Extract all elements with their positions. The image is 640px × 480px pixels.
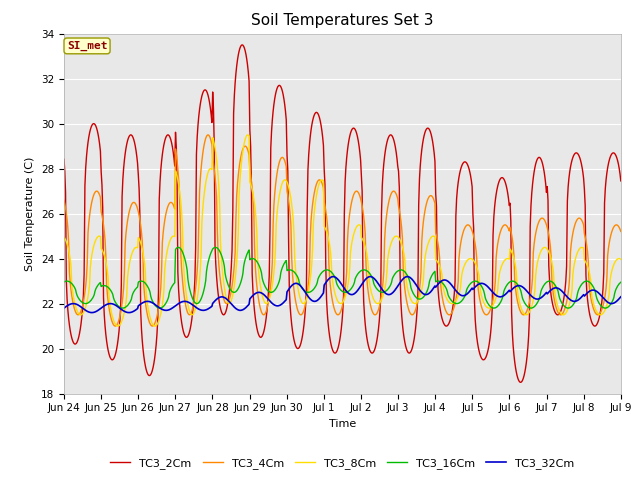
- TC3_2Cm: [70, 341, 78, 347]
- Line: TC3_16Cm: TC3_16Cm: [64, 247, 621, 308]
- TC3_32Cm: [617, 294, 625, 300]
- TC3_32Cm: [88, 310, 96, 315]
- TC3_2Cm: [127, 132, 135, 138]
- TC3_8Cm: [428, 234, 436, 240]
- TC3_32Cm: [128, 309, 136, 315]
- TC3_16Cm: [214, 246, 222, 252]
- TC3_2Cm: [60, 156, 68, 162]
- Y-axis label: Soil Temperature (C): Soil Temperature (C): [26, 156, 35, 271]
- TC3_32Cm: [412, 281, 419, 287]
- X-axis label: Time: Time: [329, 419, 356, 429]
- TC3_16Cm: [185, 282, 193, 288]
- TC3_2Cm: [428, 131, 435, 137]
- TC3_8Cm: [412, 300, 419, 306]
- TC3_32Cm: [214, 295, 222, 301]
- TC3_8Cm: [214, 173, 222, 179]
- Line: TC3_2Cm: TC3_2Cm: [64, 45, 621, 382]
- TC3_32Cm: [185, 300, 193, 305]
- TC3_2Cm: [238, 42, 246, 48]
- Line: TC3_32Cm: TC3_32Cm: [64, 276, 621, 312]
- TC3_32Cm: [60, 305, 68, 311]
- TC3_8Cm: [617, 256, 625, 262]
- TC3_8Cm: [185, 305, 193, 311]
- TC3_16Cm: [175, 244, 182, 250]
- TC3_4Cm: [60, 197, 68, 203]
- TC3_2Cm: [617, 178, 625, 184]
- TC3_16Cm: [527, 305, 535, 311]
- Line: TC3_4Cm: TC3_4Cm: [64, 135, 621, 326]
- TC3_8Cm: [151, 323, 159, 329]
- TC3_8Cm: [70, 297, 78, 303]
- TC3_16Cm: [428, 274, 435, 280]
- TC3_2Cm: [184, 333, 192, 339]
- TC3_4Cm: [70, 305, 78, 311]
- Legend: TC3_2Cm, TC3_4Cm, TC3_8Cm, TC3_16Cm, TC3_32Cm: TC3_2Cm, TC3_4Cm, TC3_8Cm, TC3_16Cm, TC3…: [106, 453, 579, 473]
- TC3_4Cm: [412, 307, 419, 313]
- Line: TC3_8Cm: TC3_8Cm: [64, 135, 621, 326]
- TC3_4Cm: [127, 202, 135, 208]
- TC3_4Cm: [204, 132, 212, 138]
- Title: Soil Temperatures Set 3: Soil Temperatures Set 3: [251, 13, 434, 28]
- TC3_4Cm: [185, 312, 193, 317]
- Text: SI_met: SI_met: [67, 41, 108, 51]
- TC3_4Cm: [617, 228, 625, 234]
- TC3_16Cm: [70, 284, 78, 289]
- TC3_8Cm: [60, 234, 68, 240]
- TC3_2Cm: [411, 332, 419, 337]
- TC3_2Cm: [214, 283, 221, 289]
- TC3_16Cm: [411, 293, 419, 299]
- TC3_4Cm: [148, 323, 156, 329]
- TC3_16Cm: [60, 279, 68, 285]
- TC3_16Cm: [617, 279, 625, 285]
- TC3_2Cm: [517, 379, 525, 385]
- TC3_4Cm: [215, 263, 223, 268]
- TC3_8Cm: [127, 252, 135, 258]
- TC3_32Cm: [403, 274, 411, 279]
- TC3_4Cm: [428, 193, 436, 199]
- TC3_8Cm: [244, 132, 252, 138]
- TC3_32Cm: [70, 301, 78, 307]
- TC3_32Cm: [428, 288, 436, 293]
- TC3_16Cm: [127, 296, 135, 302]
